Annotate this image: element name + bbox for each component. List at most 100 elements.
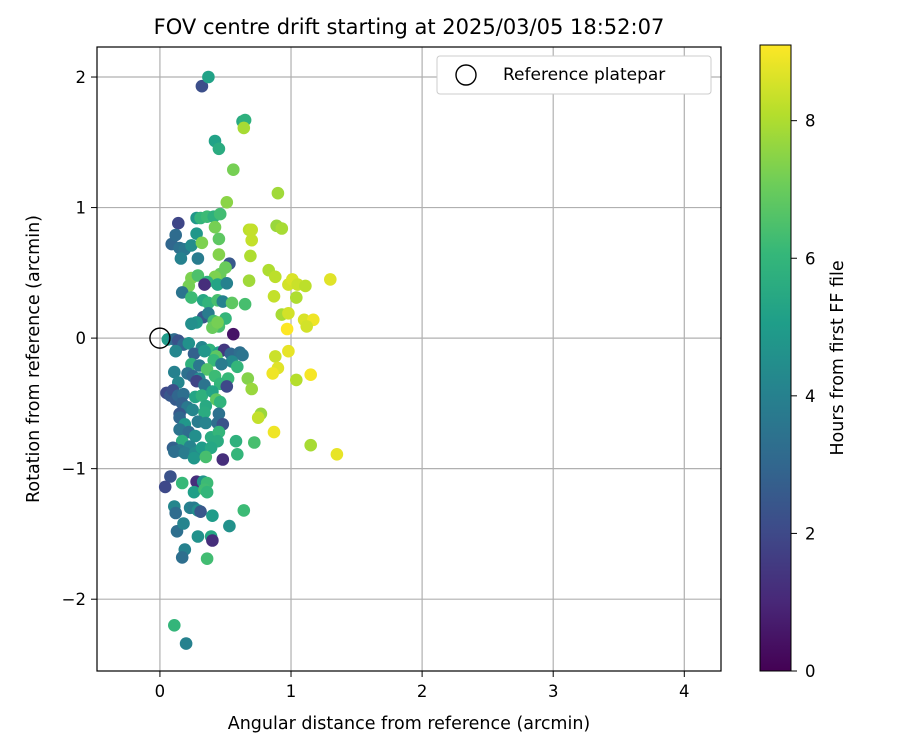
data-point — [271, 186, 285, 200]
data-point — [177, 517, 190, 530]
plot-frame — [96, 46, 722, 672]
y-tick-label: 1 — [76, 199, 87, 218]
data-point — [211, 316, 224, 329]
colorbar — [759, 44, 792, 672]
data-point — [227, 327, 240, 341]
data-point — [282, 344, 295, 358]
data-point — [175, 551, 189, 564]
data-point — [245, 233, 258, 247]
data-point — [330, 448, 344, 461]
data-point — [198, 278, 211, 291]
data-point — [304, 368, 318, 382]
reference-platepar-marker — [149, 327, 171, 349]
data-point — [212, 232, 226, 246]
data-point — [275, 222, 289, 235]
data-point — [216, 295, 230, 308]
x-tick-label: 1 — [286, 682, 297, 701]
data-point — [187, 347, 201, 361]
data-point — [187, 485, 201, 499]
data-point — [189, 429, 202, 443]
data-point — [172, 216, 185, 230]
data-point — [178, 446, 192, 460]
data-point — [198, 344, 211, 358]
x-axis-label: Angular distance from reference (arcmin) — [228, 714, 591, 734]
legend-marker-reference — [455, 64, 477, 86]
colorbar-tick-label: 2 — [805, 524, 816, 543]
data-point — [244, 249, 257, 263]
data-point — [245, 382, 258, 396]
data-point — [169, 228, 182, 242]
data-point — [200, 552, 214, 565]
data-point — [245, 223, 258, 237]
data-point — [269, 350, 282, 363]
data-point — [199, 416, 213, 430]
legend-box — [436, 55, 712, 95]
data-point — [215, 357, 228, 371]
legend-label-reference: Reference platepar — [503, 65, 665, 85]
data-point — [202, 70, 215, 84]
data-point — [248, 436, 261, 449]
data-point — [237, 504, 251, 517]
data-point — [220, 380, 234, 393]
data-point — [299, 279, 312, 293]
data-point — [251, 411, 265, 425]
x-tick-label: 0 — [155, 682, 166, 701]
reference-marker-group — [149, 327, 171, 349]
data-point — [267, 425, 281, 439]
data-point — [185, 291, 198, 304]
data-point — [242, 274, 256, 288]
data-points — [158, 70, 344, 650]
data-point — [200, 485, 214, 499]
data-point — [164, 470, 177, 483]
legend: Reference platepar — [436, 55, 712, 95]
data-point — [267, 290, 281, 303]
data-point — [223, 519, 236, 533]
data-point — [300, 320, 314, 333]
data-point — [227, 163, 240, 176]
colorbar-ticks: 0 2 4 6 8 — [791, 112, 816, 681]
data-point — [182, 337, 196, 350]
x-tick-label: 3 — [548, 682, 559, 701]
data-point — [168, 619, 181, 632]
data-point — [269, 270, 282, 284]
y-axis-label: Rotation from reference (arcmin) — [24, 215, 44, 503]
data-point — [225, 296, 239, 310]
data-point — [324, 273, 337, 286]
data-point — [186, 403, 199, 417]
colorbar-label: Hours from first FF file — [828, 260, 848, 455]
data-point — [231, 360, 244, 374]
x-tick-label: 2 — [417, 682, 428, 701]
data-point — [208, 220, 222, 234]
y-tick-label: −1 — [62, 460, 86, 479]
data-point — [266, 367, 280, 380]
data-point — [212, 142, 226, 156]
data-point — [185, 317, 198, 331]
data-point — [175, 476, 189, 490]
colorbar-tick-label: 6 — [805, 249, 816, 268]
data-point — [191, 269, 205, 282]
data-point — [216, 453, 230, 466]
data-point — [187, 451, 201, 465]
data-point — [290, 373, 303, 387]
data-point — [280, 322, 294, 336]
data-point — [199, 450, 213, 464]
data-point — [229, 434, 243, 448]
colorbar-tick-label: 0 — [805, 662, 816, 681]
data-point — [236, 348, 249, 362]
data-point — [206, 509, 219, 522]
data-point — [174, 252, 188, 265]
data-point — [195, 389, 209, 402]
data-point — [179, 637, 193, 650]
data-point — [158, 480, 172, 494]
colorbar-tick-label: 8 — [805, 112, 816, 131]
y-tick-label: 0 — [76, 329, 87, 348]
data-point — [211, 278, 224, 291]
data-point — [213, 207, 227, 221]
x-axis-ticks: 0 1 2 3 4 — [155, 671, 690, 701]
data-point — [185, 239, 198, 252]
data-point — [304, 438, 318, 452]
data-point — [282, 307, 295, 320]
data-point — [212, 248, 226, 261]
data-point — [220, 196, 234, 209]
